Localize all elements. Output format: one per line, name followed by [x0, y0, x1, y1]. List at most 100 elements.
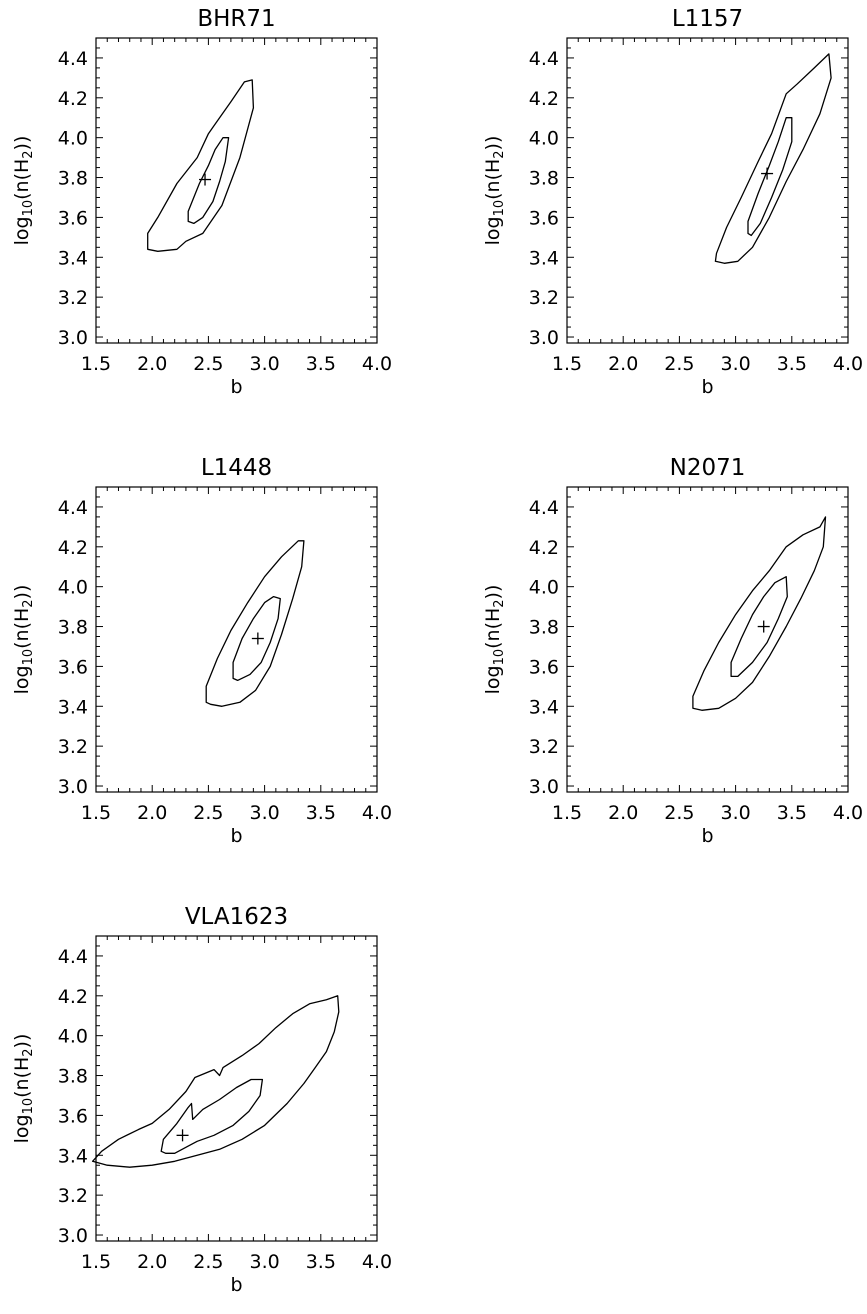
y-axis-label-mid: (n(H: [482, 608, 504, 649]
contour-outer: [147, 79, 255, 252]
x-tick-label: 2.5: [664, 353, 694, 375]
plot-frame: [95, 37, 378, 344]
x-tick-label: 3.0: [249, 353, 279, 375]
contour-outer: [91, 995, 340, 1168]
y-tick-label: 3.8: [58, 168, 88, 190]
y-axis-label-mid: (n(H: [11, 159, 33, 200]
best-fit-marker: [251, 632, 264, 645]
y-axis-label-prefix: log: [482, 665, 504, 694]
contour-outer: [714, 53, 832, 264]
y-tick-label: 4.2: [58, 88, 88, 110]
y-tick-label: 3.4: [529, 696, 559, 718]
panel-title: VLA1623: [185, 904, 288, 930]
y-tick-label: 4.4: [58, 497, 88, 519]
y-axis-label-suffix: )): [11, 136, 33, 151]
y-tick-label: 4.0: [529, 128, 559, 150]
x-axis-label: b: [230, 376, 242, 398]
y-tick-label: 3.6: [58, 656, 88, 678]
y-tick-label: 3.6: [58, 207, 88, 229]
panel-title: L1448: [201, 455, 272, 481]
y-axis-label-sub2: 2: [21, 599, 36, 607]
x-tick-label: 2.5: [193, 802, 223, 824]
y-tick-label: 3.0: [58, 776, 88, 798]
y-axis-label-sub: 10: [21, 1098, 36, 1115]
x-tick-label: 3.0: [720, 353, 750, 375]
plot-frame: [566, 37, 849, 344]
y-tick-label: 4.2: [529, 88, 559, 110]
y-tick-label: 3.4: [58, 247, 88, 269]
y-tick-label: 3.6: [58, 1105, 88, 1127]
y-tick-label: 3.6: [529, 207, 559, 229]
x-tick-label: 4.0: [362, 353, 392, 375]
x-tick-label: 2.5: [664, 802, 694, 824]
x-tick-label: 1.5: [81, 802, 111, 824]
y-axis-label-prefix: log: [11, 665, 33, 694]
x-tick-label: 3.5: [306, 802, 336, 824]
y-tick-label: 3.6: [529, 656, 559, 678]
y-axis-label-sub2: 2: [21, 150, 36, 158]
y-tick-label: 3.8: [58, 617, 88, 639]
y-tick-label: 3.0: [58, 327, 88, 349]
y-tick-label: 3.0: [58, 1225, 88, 1247]
y-axis-label-sub: 10: [492, 200, 507, 217]
x-tick-label: 4.0: [362, 802, 392, 824]
y-tick-label: 4.0: [529, 577, 559, 599]
y-tick-label: 3.0: [529, 327, 559, 349]
y-tick-label: 4.4: [58, 946, 88, 968]
x-axis-label: b: [230, 1274, 242, 1296]
y-tick-label: 4.0: [58, 577, 88, 599]
best-fit-marker: [761, 167, 774, 180]
y-axis-label-sub: 10: [492, 649, 507, 666]
y-tick-label: 4.2: [58, 537, 88, 559]
contour-outer: [692, 516, 827, 711]
y-axis-label-sub: 10: [21, 649, 36, 666]
x-tick-label: 2.0: [137, 802, 167, 824]
y-tick-label: 4.2: [58, 986, 88, 1008]
plot-frame: [566, 486, 849, 793]
y-axis-label: log10(n(H2)): [482, 136, 507, 246]
x-tick-label: 2.0: [608, 802, 638, 824]
x-tick-label: 1.5: [552, 353, 582, 375]
x-tick-label: 2.5: [193, 1251, 223, 1273]
x-tick-label: 4.0: [833, 353, 863, 375]
panel-title: BHR71: [197, 6, 275, 32]
y-axis-label-suffix: )): [482, 585, 504, 600]
y-tick-label: 3.2: [58, 287, 88, 309]
y-axis-label: log10(n(H2)): [11, 585, 36, 695]
y-axis-label-sub2: 2: [492, 599, 507, 607]
y-axis-label-prefix: log: [482, 216, 504, 245]
y-axis-label-mid: (n(H: [11, 608, 33, 649]
panel-l1448: L1448 1.5 2.0 2.5 3.0 3.5 4.0 3.0 3.2 3.4 3.6 3.8 4.…: [11, 455, 392, 847]
y-tick-label: 4.0: [58, 128, 88, 150]
y-axis-label: log10(n(H2)): [11, 136, 36, 246]
panel-l1157: L1157 1.5 2.0 2.5 3.0 3.5 4.0 3.0 3.2 3.4 3.6 3.8 4.…: [482, 6, 863, 398]
y-axis-label: log10(n(H2)): [11, 1034, 36, 1144]
y-axis-label-sub: 10: [21, 200, 36, 217]
y-axis-label-prefix: log: [11, 216, 33, 245]
y-tick-label: 4.4: [529, 48, 559, 70]
x-tick-label: 1.5: [81, 353, 111, 375]
y-tick-label: 4.4: [529, 497, 559, 519]
x-axis-label: b: [701, 376, 713, 398]
plot-frame: [95, 935, 378, 1242]
plot-frame: [95, 486, 378, 793]
y-tick-label: 3.8: [529, 617, 559, 639]
panel-vla1623: VLA1623 1.5 2.0 2.5 3.0 3.5 4.0 3.0 3.2 3.4 3.6 3.8…: [11, 904, 392, 1296]
y-axis-label-sub2: 2: [21, 1048, 36, 1056]
x-tick-label: 3.5: [777, 802, 807, 824]
x-tick-label: 3.0: [249, 802, 279, 824]
y-axis-label-mid: (n(H: [482, 159, 504, 200]
x-tick-label: 3.5: [777, 353, 807, 375]
x-tick-label: 4.0: [833, 802, 863, 824]
contour-inner: [232, 595, 281, 682]
x-tick-label: 3.5: [306, 1251, 336, 1273]
x-tick-label: 4.0: [362, 1251, 392, 1273]
y-axis-label-suffix: )): [11, 585, 33, 600]
y-tick-label: 3.8: [529, 168, 559, 190]
contour-inner: [187, 137, 230, 225]
best-fit-marker: [199, 173, 212, 186]
y-tick-label: 3.2: [58, 736, 88, 758]
y-axis-label-prefix: log: [11, 1114, 33, 1143]
panel-title: L1157: [672, 6, 743, 32]
